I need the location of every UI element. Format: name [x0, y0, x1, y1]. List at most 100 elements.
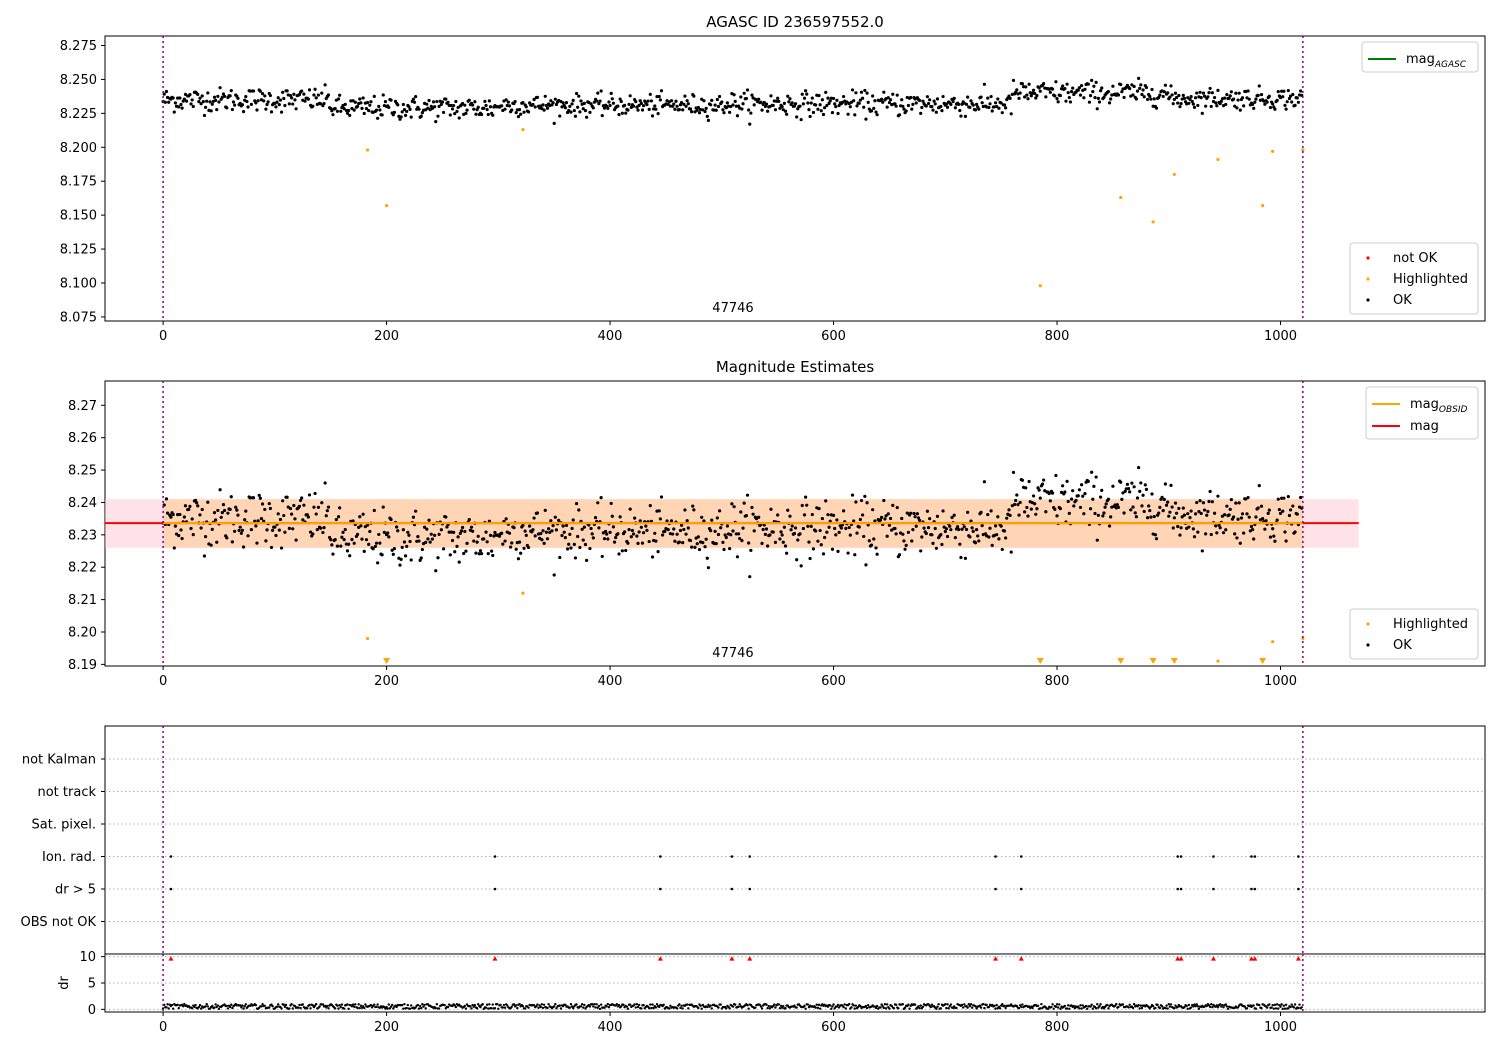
panel1-ok-point-551	[777, 99, 781, 103]
panel1-ytick-label-6: 8.225	[60, 107, 97, 122]
panel2-ok-point-828	[1086, 479, 1090, 484]
panel2-ok-point-594	[825, 530, 829, 534]
panel2-ok-point-601	[833, 526, 837, 531]
panel2-ok-point-351	[553, 515, 557, 519]
panel1-ok-point-738	[986, 96, 990, 100]
panel4-dr-point-648	[885, 1003, 889, 1006]
panel4-clipped-marker-0	[168, 956, 174, 961]
panel2-ok-point-183	[365, 523, 370, 527]
panel1-ok-point-372	[577, 94, 581, 98]
panel1-ok-point-689	[931, 108, 935, 112]
panel4-dr-point-38	[204, 1005, 207, 1008]
panel4-dr-point-61	[230, 1003, 233, 1006]
panel2-ok-point-507	[728, 546, 732, 551]
panel2-ok-point-540	[764, 527, 769, 531]
panel1-ok-point-310	[507, 104, 512, 108]
panel2-ok-point-114	[288, 506, 293, 511]
panel4-ytick-label-2: 10	[79, 950, 96, 965]
panel2-ok-point-913	[1181, 506, 1185, 510]
panel2-ok-point-815	[1072, 504, 1076, 508]
panel2-ok-point-615	[848, 533, 852, 537]
panel4-dr-point-693	[936, 1005, 939, 1008]
panel2-ok-point-484	[702, 519, 706, 523]
panel2-ok-point-723	[969, 519, 973, 523]
panel2-ok-point-364	[568, 532, 572, 536]
panel1-ok-point-825	[1083, 87, 1087, 91]
panel4-dr-point-864	[1127, 1006, 1130, 1009]
panel4-dr-point-453	[668, 1007, 671, 1010]
panel2-ok-point-727	[973, 541, 978, 545]
panel2-ok-point-3	[164, 497, 169, 501]
panel4-dr-point-165	[346, 1003, 349, 1006]
panel1-ok-point-932	[1202, 94, 1207, 98]
panel2-ok-point-936	[1207, 499, 1211, 504]
panel4-dr-point-425	[636, 1005, 640, 1009]
panel2-ok-point-626	[861, 513, 865, 517]
panel1-ok-point-9	[171, 96, 175, 100]
panel4-dr-point-355	[558, 1004, 561, 1007]
panel4-dr-point-324	[523, 1007, 527, 1010]
panel4-dr-point-9	[171, 1007, 175, 1010]
panel2-ok-point-809	[1065, 479, 1069, 483]
panel2-ok-point-938	[1209, 532, 1213, 537]
panel2-ok-point-411	[620, 549, 624, 553]
panel2-ok-point-554	[780, 533, 784, 537]
panel4-dr-point-40	[206, 1005, 210, 1008]
panel2-ok-point-29	[193, 498, 198, 502]
panel2-ok-point-446	[659, 495, 664, 499]
panel2-ok-point-31	[196, 504, 200, 508]
panel1-ok-point-811	[1067, 95, 1071, 100]
panel1-ok-point-880	[1144, 85, 1149, 90]
panel2-ok-point-781	[1034, 512, 1038, 516]
panel2-ok-point-301	[497, 534, 502, 538]
panel2-ok-point-664	[903, 547, 907, 551]
panel4-dr-point-398	[606, 1002, 610, 1006]
panel1-ok-point-943	[1215, 104, 1219, 108]
panel1-ok-point-573	[801, 102, 805, 106]
panel2-ok-point-55	[222, 508, 227, 513]
panel2-ok-point-460	[675, 532, 679, 536]
panel1-ok-point-586	[816, 107, 820, 111]
panel2-ok-point-234	[422, 525, 427, 529]
panel1-ok-point-361	[564, 101, 569, 105]
panel1-title: AGASC ID 236597552.0	[706, 13, 884, 31]
panel1-ok-point-483	[701, 108, 705, 112]
panel1-ok-point-382	[588, 110, 592, 114]
panel4-dr-point-1005	[1284, 1003, 1288, 1006]
panel2-ok-point-873	[1137, 465, 1141, 470]
panel4-dr-point-367	[571, 1007, 575, 1010]
panel2-ok-point-984	[1261, 516, 1265, 521]
panel2-ok-point-452	[666, 528, 670, 532]
panel2-ok-point-229	[417, 539, 421, 543]
panel2-ok-point-772	[1024, 486, 1028, 490]
panel2-ok-point-523	[745, 493, 750, 497]
panel2-ytick-label-1: 8.20	[68, 625, 97, 640]
panel2-ok-point-688	[930, 533, 934, 537]
panel2-ok-point-684	[925, 509, 930, 513]
panel4-clipped-marker-8	[1178, 956, 1184, 961]
panel2-ok-point-863	[1125, 482, 1130, 486]
panel1-ok-point-619	[853, 113, 857, 117]
panel1-ok-point-162	[342, 106, 346, 111]
panel4-dr-point-620	[854, 1004, 858, 1007]
panel2-ok-point-518	[740, 539, 744, 543]
panel1-ok-point-814	[1071, 86, 1075, 90]
panel2-ok-point-741	[989, 509, 993, 513]
panel2-ok-point-798	[1053, 507, 1057, 511]
panel1-ok-point-692	[934, 110, 938, 114]
panel1-ok-point-134	[311, 104, 315, 108]
panel4-dr-point-914	[1183, 1006, 1186, 1009]
panel4-dr-point-388	[595, 1003, 598, 1006]
panel2-ok-point-836	[1095, 538, 1099, 542]
panel2-ok-point-401	[609, 501, 613, 506]
panel1-ok-point-631	[866, 100, 870, 104]
panel2-layers	[105, 465, 1359, 664]
panel2-ok-point-150	[329, 538, 333, 542]
panel2-ok-point-405	[614, 535, 618, 540]
panel2-ok-point-103	[276, 512, 280, 516]
panel1-ok-point-253	[444, 97, 448, 101]
panel2-ok-point-929	[1199, 511, 1203, 516]
panel4-dr-point-720	[966, 1006, 969, 1009]
panel2-ok-point-1005	[1284, 539, 1288, 543]
panel4-dr-point-62	[231, 1006, 234, 1010]
